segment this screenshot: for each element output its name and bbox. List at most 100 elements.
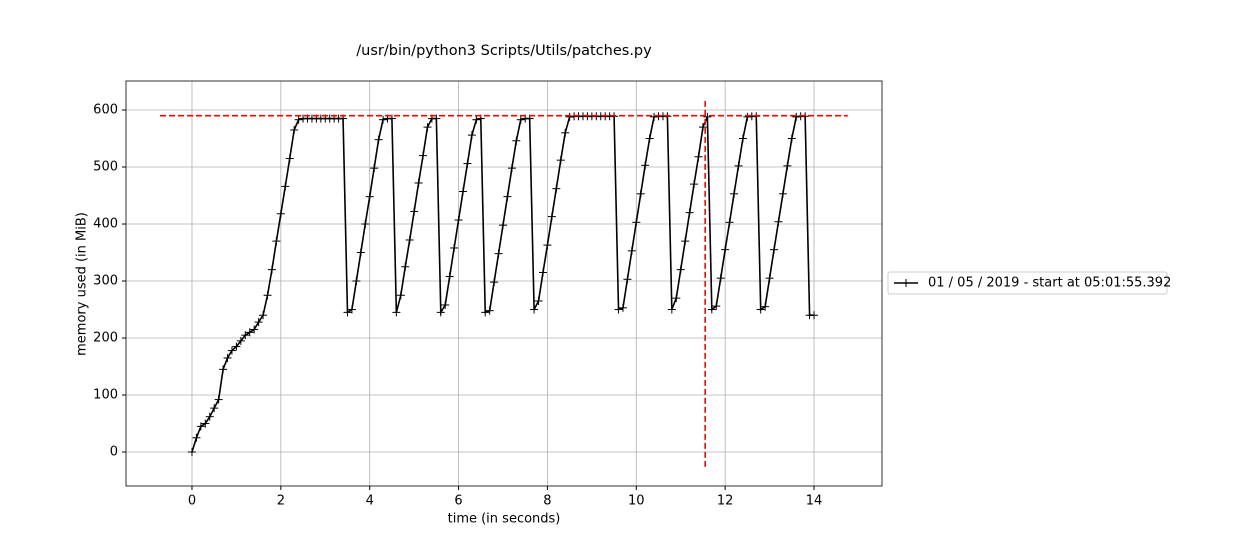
point-marker: [379, 115, 388, 124]
point-marker: [361, 220, 370, 229]
y-tick-label: 500: [93, 160, 118, 175]
point-marker: [250, 325, 259, 334]
point-marker: [423, 123, 432, 132]
point-marker: [690, 180, 699, 189]
point-marker: [214, 395, 223, 404]
point-marker: [347, 305, 356, 314]
point-marker: [490, 278, 499, 287]
y-tick-label: 600: [93, 103, 118, 118]
point-marker: [507, 164, 516, 173]
point-marker: [241, 331, 250, 340]
point-marker: [205, 412, 214, 421]
point-marker: [694, 152, 703, 161]
point-marker: [272, 237, 281, 246]
point-marker: [667, 305, 676, 314]
point-marker: [254, 318, 263, 327]
point-marker: [387, 114, 396, 123]
point-marker: [459, 187, 468, 196]
point-marker: [281, 182, 290, 191]
point-marker: [530, 305, 539, 314]
point-marker: [223, 353, 232, 362]
point-marker: [259, 311, 268, 320]
point-marker: [285, 154, 294, 163]
point-marker: [516, 115, 525, 124]
y-tick-label: 100: [93, 388, 118, 403]
y-tick-label: 200: [93, 331, 118, 346]
point-marker: [370, 164, 379, 173]
point-marker: [618, 303, 627, 312]
point-marker: [201, 419, 210, 428]
point-marker: [365, 192, 374, 201]
point-marker: [743, 112, 752, 121]
point-marker: [787, 134, 796, 143]
point-marker: [481, 308, 490, 317]
point-marker: [770, 245, 779, 254]
x-tick-label: 6: [454, 494, 462, 509]
point-marker: [672, 294, 681, 303]
point-marker: [641, 161, 650, 170]
point-marker: [721, 245, 730, 254]
point-marker: [627, 246, 636, 255]
point-marker: [614, 305, 623, 314]
point-marker: [352, 277, 361, 286]
point-marker: [494, 249, 503, 258]
point-marker: [565, 112, 574, 121]
point-marker: [267, 265, 276, 274]
point-marker: [703, 112, 712, 121]
point-marker: [405, 235, 414, 244]
point-marker: [730, 189, 739, 198]
point-marker: [432, 114, 441, 123]
point-marker: [392, 308, 401, 317]
point-marker: [374, 135, 383, 144]
point-marker: [543, 241, 552, 250]
point-marker: [196, 422, 205, 431]
y-tick-label: 400: [93, 217, 118, 232]
point-marker: [512, 136, 521, 145]
x-tick-label: 8: [543, 494, 551, 509]
point-marker: [187, 448, 196, 457]
point-marker: [556, 156, 565, 165]
point-marker: [778, 189, 787, 198]
point-marker: [681, 237, 690, 246]
point-marker: [232, 342, 241, 351]
point-marker: [761, 302, 770, 311]
point-marker: [410, 207, 419, 216]
point-marker: [227, 346, 236, 355]
x-tick-label: 0: [188, 494, 196, 509]
point-marker: [414, 178, 423, 187]
point-marker: [419, 151, 428, 160]
point-marker: [716, 274, 725, 283]
point-marker: [623, 275, 632, 284]
x-tick-label: 12: [717, 494, 734, 509]
point-marker: [707, 305, 716, 314]
point-marker: [499, 221, 508, 230]
point-marker: [738, 134, 747, 143]
point-marker: [774, 217, 783, 226]
point-marker: [725, 218, 734, 227]
point-marker: [463, 159, 472, 168]
point-marker: [441, 300, 450, 309]
y-tick-label: 300: [93, 274, 118, 289]
point-marker: [503, 192, 512, 201]
legend: 01 / 05 / 2019 - start at 05:01:55.392: [887, 271, 1171, 295]
point-marker: [783, 161, 792, 170]
point-marker: [538, 268, 547, 277]
point-marker: [290, 125, 299, 134]
point-marker: [276, 209, 285, 218]
point-marker: [356, 248, 365, 257]
point-marker: [263, 291, 272, 300]
point-marker: [219, 365, 228, 374]
point-marker: [792, 112, 801, 121]
point-marker: [450, 243, 459, 252]
point-marker: [547, 212, 556, 221]
x-tick-label: 2: [277, 494, 285, 509]
point-marker: [698, 123, 707, 132]
point-marker: [245, 328, 254, 337]
point-marker: [445, 272, 454, 281]
point-marker: [436, 308, 445, 317]
point-marker: [467, 131, 476, 140]
point-marker: [485, 306, 494, 315]
point-marker: [454, 216, 463, 225]
legend-box: [887, 271, 1168, 295]
